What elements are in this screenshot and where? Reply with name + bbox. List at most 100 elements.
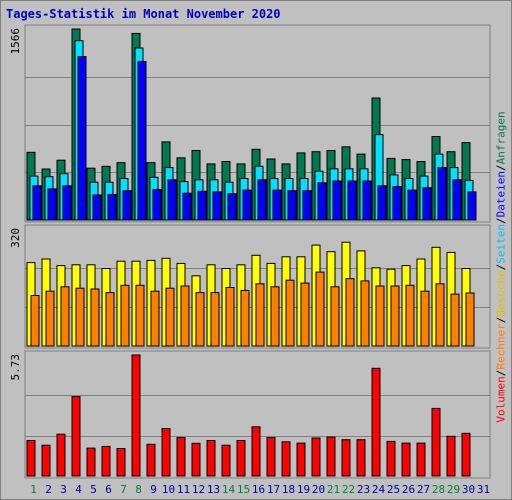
bar-volumen-day-30 <box>461 432 471 477</box>
bar-volumen-day-12 <box>191 442 201 477</box>
bar-rechner-day-2 <box>45 290 55 347</box>
bar-volumen-day-18 <box>281 441 291 477</box>
day-label-30: 30 <box>462 483 475 496</box>
bar-volumen-day-21 <box>326 436 336 477</box>
bar-rechner-day-3 <box>60 286 70 347</box>
legend-item-seiten: Seiten <box>494 223 508 264</box>
day-label-13: 13 <box>207 483 220 496</box>
bar-volumen-day-22 <box>341 439 351 477</box>
bar-volumen-day-23 <box>356 439 366 477</box>
day-label-9: 9 <box>150 483 157 496</box>
bar-rechner-day-25 <box>390 285 400 347</box>
legend-item-rechner: Rechner <box>494 323 508 370</box>
legend-separator: / <box>494 217 508 224</box>
legend-separator: / <box>494 164 508 171</box>
legend-separator: / <box>494 316 508 324</box>
legend-item-dateien: Dateien <box>494 170 508 218</box>
bar-volumen-day-8 <box>131 354 141 477</box>
bar-rechner-day-19 <box>300 282 310 347</box>
day-label-8: 8 <box>135 483 142 496</box>
ymax-label-requests-pages: 1566 <box>9 28 22 55</box>
bar-rechner-day-14 <box>225 287 235 347</box>
bar-volumen-day-2 <box>41 444 51 477</box>
bar-dateien-day-15 <box>242 189 252 221</box>
bar-volumen-day-11 <box>176 437 186 477</box>
day-label-28: 28 <box>432 483 445 496</box>
bar-dateien-day-20 <box>317 182 327 221</box>
day-label-16: 16 <box>252 483 265 496</box>
day-label-11: 11 <box>177 483 190 496</box>
bar-dateien-day-11 <box>182 192 192 221</box>
bar-rechner-day-8 <box>135 284 145 347</box>
bar-volumen-day-27 <box>416 442 426 477</box>
bar-volumen-day-17 <box>266 437 276 477</box>
bar-dateien-day-9 <box>152 189 162 221</box>
bar-rechner-day-15 <box>240 289 250 347</box>
bar-rechner-day-18 <box>285 279 295 347</box>
bar-rechner-day-24 <box>375 285 385 347</box>
day-label-14: 14 <box>222 483 236 496</box>
bar-dateien-day-4 <box>77 56 87 221</box>
bar-dateien-day-3 <box>62 185 72 221</box>
day-label-26: 26 <box>402 483 415 496</box>
bar-rechner-day-4 <box>75 287 85 347</box>
legend-separator: / <box>494 369 508 377</box>
bar-dateien-day-8 <box>137 60 147 221</box>
chart-title: Tages-Statistik im Monat November 2020 <box>6 7 281 21</box>
legend-text: Volumen/Rechner/Besuche/Seiten/Dateien/A… <box>495 111 508 422</box>
bar-rechner-day-30 <box>465 292 475 347</box>
bar-dateien-day-24 <box>377 185 387 221</box>
day-label-1: 1 <box>30 483 37 496</box>
bar-dateien-day-28 <box>437 167 447 221</box>
bar-rechner-day-23 <box>360 280 370 347</box>
day-label-15: 15 <box>237 483 250 496</box>
day-label-2: 2 <box>45 483 52 496</box>
day-label-20: 20 <box>312 483 325 496</box>
bar-dateien-day-6 <box>107 193 117 221</box>
bar-rechner-day-11 <box>180 285 190 347</box>
bar-volumen-day-10 <box>161 428 171 477</box>
bar-dateien-day-10 <box>167 179 177 221</box>
bar-dateien-day-22 <box>347 180 357 221</box>
day-label-24: 24 <box>372 483 386 496</box>
bar-volumen-day-19 <box>296 442 306 477</box>
bar-dateien-day-29 <box>452 179 462 221</box>
bar-dateien-day-14 <box>227 193 237 221</box>
day-label-19: 19 <box>297 483 310 496</box>
bar-volumen-day-29 <box>446 435 456 477</box>
bar-volumen-day-3 <box>56 433 66 477</box>
bar-rechner-day-16 <box>255 283 265 347</box>
day-label-4: 4 <box>75 483 82 496</box>
day-label-31: 31 <box>477 483 490 496</box>
legend-item-besuche: Besuche <box>494 270 508 317</box>
bar-rechner-day-27 <box>420 290 430 347</box>
bar-volumen-day-5 <box>86 447 96 477</box>
bar-dateien-day-16 <box>257 179 267 221</box>
bar-rechner-day-29 <box>450 293 460 347</box>
bar-rechner-day-21 <box>330 286 340 347</box>
bar-volumen-day-13 <box>206 440 216 477</box>
day-label-27: 27 <box>417 483 430 496</box>
bar-rechner-day-17 <box>270 286 280 347</box>
legend-separator: / <box>494 263 508 271</box>
bar-dateien-day-30 <box>467 191 477 221</box>
bar-volumen-day-28 <box>431 407 441 477</box>
day-label-25: 25 <box>387 483 400 496</box>
day-label-18: 18 <box>282 483 295 496</box>
ymax-label-volume: 5.73 <box>9 354 22 381</box>
bar-volumen-day-7 <box>116 448 126 477</box>
bar-dateien-day-12 <box>197 190 207 221</box>
bar-dateien-day-18 <box>287 190 297 221</box>
bar-rechner-day-26 <box>405 284 415 347</box>
day-label-6: 6 <box>105 483 112 496</box>
bar-volumen-day-20 <box>311 437 321 477</box>
ymax-label-visits: 320 <box>9 228 22 248</box>
bar-rechner-day-28 <box>435 283 445 347</box>
bar-rechner-day-5 <box>90 288 100 347</box>
bar-rechner-day-1 <box>30 295 40 347</box>
bar-volumen-day-1 <box>26 440 36 477</box>
bar-volumen-day-15 <box>236 440 246 477</box>
bar-rechner-day-7 <box>120 284 130 347</box>
bar-dateien-day-13 <box>212 191 222 221</box>
